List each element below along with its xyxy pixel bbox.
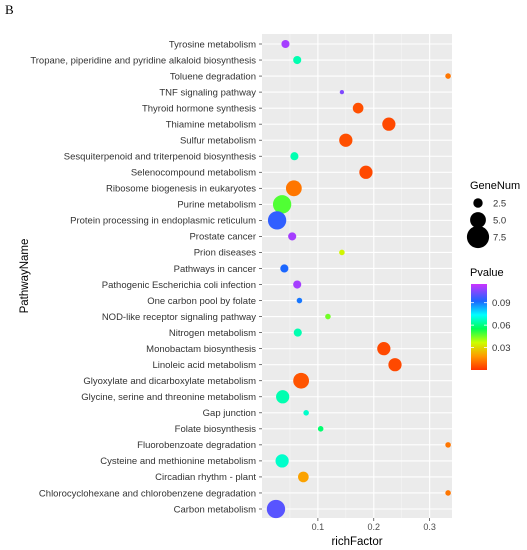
data-point [280,264,289,273]
y-tick-label: NOD-like receptor signaling pathway [102,312,256,323]
y-tick-label: Selenocompound metabolism [131,168,256,179]
data-point [293,328,302,337]
y-tick-label: Cysteine and methionine metabolism [100,456,256,467]
colorbar-label: 0.03 [492,343,511,354]
y-tick-label: Prostate cancer [189,232,256,243]
y-tick-label: Linoleic acid metabolism [153,360,257,371]
size-legend-label: 2.5 [493,198,506,209]
data-point [288,232,297,241]
y-tick-label: Purine metabolism [177,200,256,211]
y-tick-label: Folate biosynthesis [175,424,257,435]
data-point [303,410,309,416]
colorbar-label: 0.09 [492,298,511,309]
data-point [445,442,451,448]
data-point [445,490,451,496]
y-tick-label: Glycine, serine and threonine metabolism [81,392,256,403]
data-point [359,165,373,179]
data-point [339,133,353,147]
data-point [296,297,303,304]
data-point [317,426,324,432]
colorbar [471,284,487,370]
x-tick-label: 0.1 [312,522,325,532]
y-tick-label: One carbon pool by folate [147,296,256,307]
y-tick-label: Fluorobenzoate degradation [137,440,256,451]
size-legend-label: 5.0 [493,215,506,226]
data-point [293,372,310,389]
y-tick-label: Tropane, piperidine and pyridine alkaloi… [30,55,256,66]
y-tick-label: Thyroid hormone synthesis [142,103,256,114]
y-tick-label: Pathways in cancer [174,264,256,275]
data-point [382,117,396,131]
y-tick-label: Thiamine metabolism [166,119,256,130]
data-point [325,313,331,320]
size-legend-key [466,225,490,249]
data-point [267,211,287,230]
data-point [352,102,364,114]
data-point [445,73,451,79]
x-axis-title: richFactor [331,536,382,548]
data-point [293,55,302,65]
data-point [266,499,286,519]
data-point [339,249,345,256]
size-legend-label: 7.5 [493,232,506,243]
y-tick-label: Glyoxylate and dicarboxylate metabolism [83,376,256,387]
y-tick-label: Tyrosine metabolism [169,39,256,50]
data-point [272,195,292,214]
data-point [388,358,402,372]
y-tick-label: Chlorocyclohexane and chlorobenzene degr… [39,488,256,499]
plot-panel [262,34,452,518]
x-axis-ticks: 0.1 0.2 0.3 [312,518,436,532]
x-tick-label: 0.3 [423,522,436,532]
panel-letter: B [5,2,14,17]
y-tick-label: Carbon metabolism [174,504,256,515]
y-axis-labels: Tyrosine metabolism Tropane, piperidine a… [30,39,262,515]
size-legend-title: GeneNum [470,180,520,192]
x-tick-label: 0.2 [368,522,381,532]
data-point [285,180,302,197]
color-legend-title: Pvalue [470,267,504,279]
data-point [339,89,345,95]
size-legend: GeneNum 2.5 5.0 7.5 [466,180,520,249]
data-point [293,280,302,289]
data-point [377,342,391,356]
y-tick-label: Sesquiterpenoid and triterpenoid biosynt… [64,152,256,163]
size-legend-key [473,198,483,208]
y-tick-label: Prion diseases [194,248,257,259]
data-points [266,39,451,519]
y-tick-label: Circadian rhythm - plant [155,472,256,483]
y-axis-title: PathwayName [19,239,31,314]
data-point [290,152,299,161]
y-tick-label: TNF signaling pathway [159,87,256,98]
data-point [276,390,290,404]
y-tick-label: Pathogenic Escherichia coli infection [102,280,256,291]
color-legend: Pvalue 0.03 0.06 0.09 [470,267,511,370]
y-tick-label: Gap junction [203,408,256,419]
y-tick-label: Toluene degradation [170,71,256,82]
y-tick-label: Monobactam biosynthesis [146,344,256,355]
y-tick-label: Ribosome biogenesis in eukaryotes [106,184,256,195]
data-point [275,454,289,468]
data-point [281,39,290,49]
size-legend-key [470,212,486,228]
y-tick-label: Protein processing in endoplasmic reticu… [70,216,256,227]
data-point [298,471,309,483]
y-tick-label: Sulfur metabolism [180,136,256,147]
y-tick-label: Nitrogen metabolism [169,328,256,339]
colorbar-label: 0.06 [492,320,511,331]
